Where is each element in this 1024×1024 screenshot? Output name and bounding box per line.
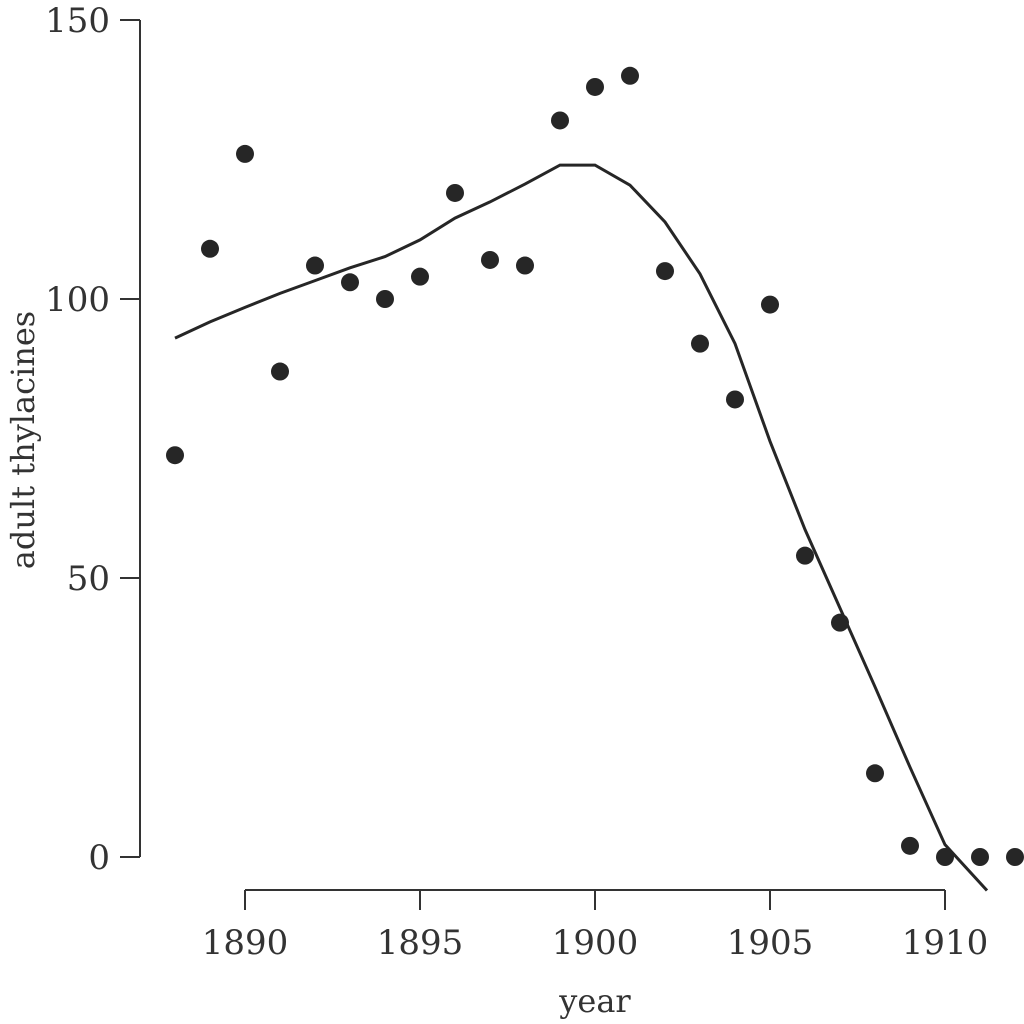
data-point bbox=[1006, 848, 1024, 866]
fitted-trend-line bbox=[174, 163, 989, 892]
y-tick-label: 50 bbox=[67, 559, 110, 599]
x-tick-label: 1890 bbox=[202, 923, 289, 963]
data-point bbox=[691, 334, 709, 353]
x-tick-label: 1910 bbox=[902, 923, 989, 963]
data-point bbox=[621, 66, 639, 85]
data-point bbox=[586, 77, 604, 96]
data-point bbox=[306, 256, 324, 275]
x-axis: 1890 1895 1900 1905 1910 year bbox=[202, 889, 989, 1020]
data-point bbox=[236, 144, 254, 163]
y-tick-label: 0 bbox=[88, 838, 110, 878]
data-point bbox=[271, 362, 289, 381]
data-point bbox=[866, 764, 884, 783]
y-axis: 0 50 100 150 adult thylacines bbox=[4, 1, 141, 878]
y-tick-label: 100 bbox=[45, 280, 110, 320]
data-point bbox=[726, 390, 744, 409]
data-point bbox=[201, 239, 219, 258]
data-point bbox=[936, 848, 954, 866]
data-point bbox=[831, 613, 849, 632]
data-point bbox=[971, 848, 989, 866]
data-points bbox=[166, 66, 1024, 866]
data-point bbox=[551, 111, 569, 130]
x-ticks: 1890 1895 1900 1905 1910 bbox=[202, 890, 989, 963]
x-tick-label: 1895 bbox=[377, 923, 464, 963]
y-ticks: 0 50 100 150 bbox=[45, 1, 140, 878]
data-point bbox=[761, 295, 779, 314]
y-axis-title: adult thylacines bbox=[4, 311, 42, 569]
data-point bbox=[341, 273, 359, 292]
data-point bbox=[796, 546, 814, 565]
data-point bbox=[411, 267, 429, 286]
x-tick-label: 1905 bbox=[727, 923, 814, 963]
y-tick-label: 150 bbox=[45, 1, 110, 41]
data-point bbox=[446, 183, 464, 202]
data-point bbox=[376, 290, 394, 308]
data-point bbox=[901, 836, 919, 855]
plot-area bbox=[166, 66, 1024, 892]
data-point bbox=[516, 256, 534, 275]
data-point bbox=[481, 250, 499, 269]
x-axis-title: year bbox=[558, 982, 631, 1020]
x-tick-label: 1900 bbox=[552, 923, 639, 963]
data-point bbox=[166, 446, 184, 465]
data-point bbox=[656, 262, 674, 281]
